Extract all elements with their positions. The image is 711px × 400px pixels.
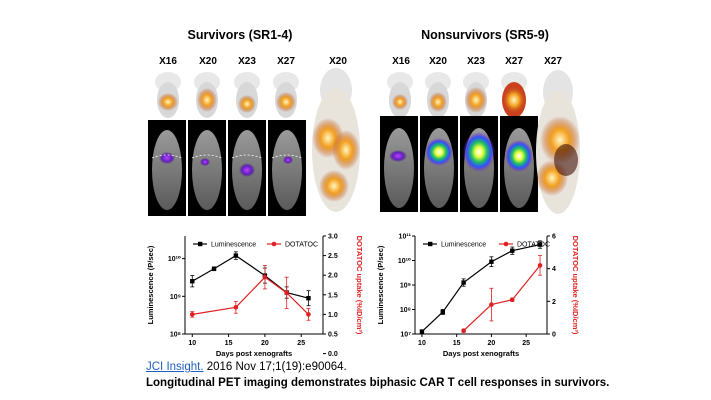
x-axis-label: Days post xenografts — [443, 349, 519, 358]
legend-label: Luminescence — [441, 242, 486, 249]
data-point — [509, 297, 515, 302]
y-left-tick-label: 10¹⁰ — [168, 255, 181, 263]
data-point — [440, 309, 445, 315]
data-point — [419, 329, 425, 334]
y-left-tick-label: 10⁹ — [170, 294, 181, 301]
y-right-tick-label: 0.0 — [328, 351, 338, 358]
legend-label: DOTATOC — [285, 242, 318, 249]
legend-label: DOTATOC — [517, 242, 550, 249]
mouse-label: X23 — [238, 56, 256, 67]
data-point — [190, 279, 195, 284]
mouse-label: X20 — [329, 56, 347, 67]
y-left-tick-label: 10⁷ — [400, 332, 411, 339]
mouse-label: X16 — [392, 56, 410, 67]
nonsurvivors-title: Nonsurvivors (SR5-9) — [421, 28, 549, 42]
x-tick-label: 25 — [522, 340, 530, 347]
data-point — [211, 266, 217, 271]
pet-large-survivors — [312, 68, 360, 212]
luminescence-nonsurvivors — [380, 116, 538, 212]
y-right-axis-label: DOTATOC uptake (%ID/cm³) — [571, 236, 580, 335]
data-point — [489, 302, 494, 307]
y-left-axis-label: Luminescence (P/sec) — [146, 245, 155, 324]
series-line — [463, 265, 541, 332]
citation-details: 2016 Nov 17;1(19):e90064. — [203, 361, 347, 373]
data-point — [461, 280, 466, 285]
data-point — [262, 274, 268, 280]
y-right-tick-label: 2.5 — [328, 253, 338, 260]
data-point — [537, 263, 543, 268]
x-tick-label: 20 — [261, 340, 269, 347]
journal-link[interactable]: JCI Insight. — [146, 361, 204, 373]
y-left-tick-label: 10⁹ — [400, 283, 411, 290]
mouse-label: X27 — [544, 56, 562, 67]
data-point — [489, 259, 494, 264]
legend-marker — [428, 241, 433, 247]
citation: JCI Insight. 2016 Nov 17;1(19):e90064. — [146, 361, 347, 373]
y-right-tick-label: 4 — [552, 266, 556, 273]
x-tick-label: 20 — [488, 340, 496, 347]
series-line — [191, 254, 309, 299]
x-tick-label: 25 — [297, 340, 305, 347]
data-point — [233, 305, 239, 310]
y-left-tick-label: 10⁸ — [400, 307, 411, 314]
y-right-tick-label: 2 — [552, 299, 556, 306]
x-tick-label: 10 — [188, 340, 196, 347]
y-right-tick-label: 0.5 — [328, 332, 338, 339]
y-right-axis-label: DOTATOC uptake (%ID/cm³) — [355, 236, 364, 335]
mouse-label: X20 — [199, 56, 217, 67]
pet-scans-survivors — [155, 72, 299, 118]
data-point — [233, 253, 239, 258]
survivors-title: Survivors (SR1-4) — [187, 28, 293, 42]
data-point — [284, 290, 289, 296]
mouse-imaging-figure — [148, 68, 580, 216]
legend-marker — [503, 241, 509, 247]
y-right-tick-label: 1.0 — [328, 312, 338, 319]
x-tick-label: 15 — [225, 340, 233, 347]
y-left-tick-label: 10⁸ — [170, 332, 181, 339]
pet-large-nonsurvivors — [536, 70, 580, 214]
y-left-axis-label: Luminescence (P/sec) — [376, 245, 385, 324]
x-axis-label: Days post xenografts — [216, 349, 292, 358]
data-point — [306, 295, 311, 301]
x-tick-label: 10 — [418, 340, 426, 347]
y-right-tick-label: 6 — [552, 234, 556, 241]
mouse-label: X20 — [429, 56, 447, 67]
mouse-label: X16 — [159, 56, 177, 67]
mouse-label: X23 — [467, 56, 485, 67]
data-point — [306, 312, 311, 317]
figure-caption: Longitudinal PET imaging demonstrates bi… — [146, 377, 610, 389]
series-line — [192, 276, 309, 315]
data-point — [537, 242, 543, 247]
luminescence-survivors — [148, 120, 306, 216]
y-right-tick-label: 3.0 — [328, 234, 338, 241]
y-right-tick-label: 1.5 — [328, 292, 338, 299]
y-right-tick-label: 2.0 — [328, 273, 338, 280]
data-point — [189, 312, 195, 317]
pet-scans-nonsurvivors — [387, 72, 527, 118]
mouse-label: X27 — [505, 56, 523, 67]
y-right-tick-label: 0 — [552, 332, 556, 339]
legend-label: Luminescence — [211, 242, 256, 249]
x-tick-label: 15 — [453, 340, 461, 347]
y-left-tick-label: 10¹⁰ — [398, 257, 411, 265]
y-left-tick-label: 10¹¹ — [399, 234, 412, 241]
series-line — [421, 243, 541, 332]
legend-marker — [271, 241, 277, 247]
legend-marker — [198, 241, 203, 247]
nonsurvivors-chart: 10 15 20 25 10⁷ 10⁸ 10⁹ 10¹⁰ 10¹¹ 0 2 4 6 Days post x… — [376, 234, 580, 359]
data-point — [461, 328, 466, 334]
data-point — [510, 248, 515, 253]
survivors-chart: 10 15 20 25 10⁸ 10⁹ 10¹⁰ 0.0 0.5 1.0 1.5 2.0 2.5 3.0 D… — [146, 234, 364, 359]
mouse-label: X27 — [277, 56, 295, 67]
